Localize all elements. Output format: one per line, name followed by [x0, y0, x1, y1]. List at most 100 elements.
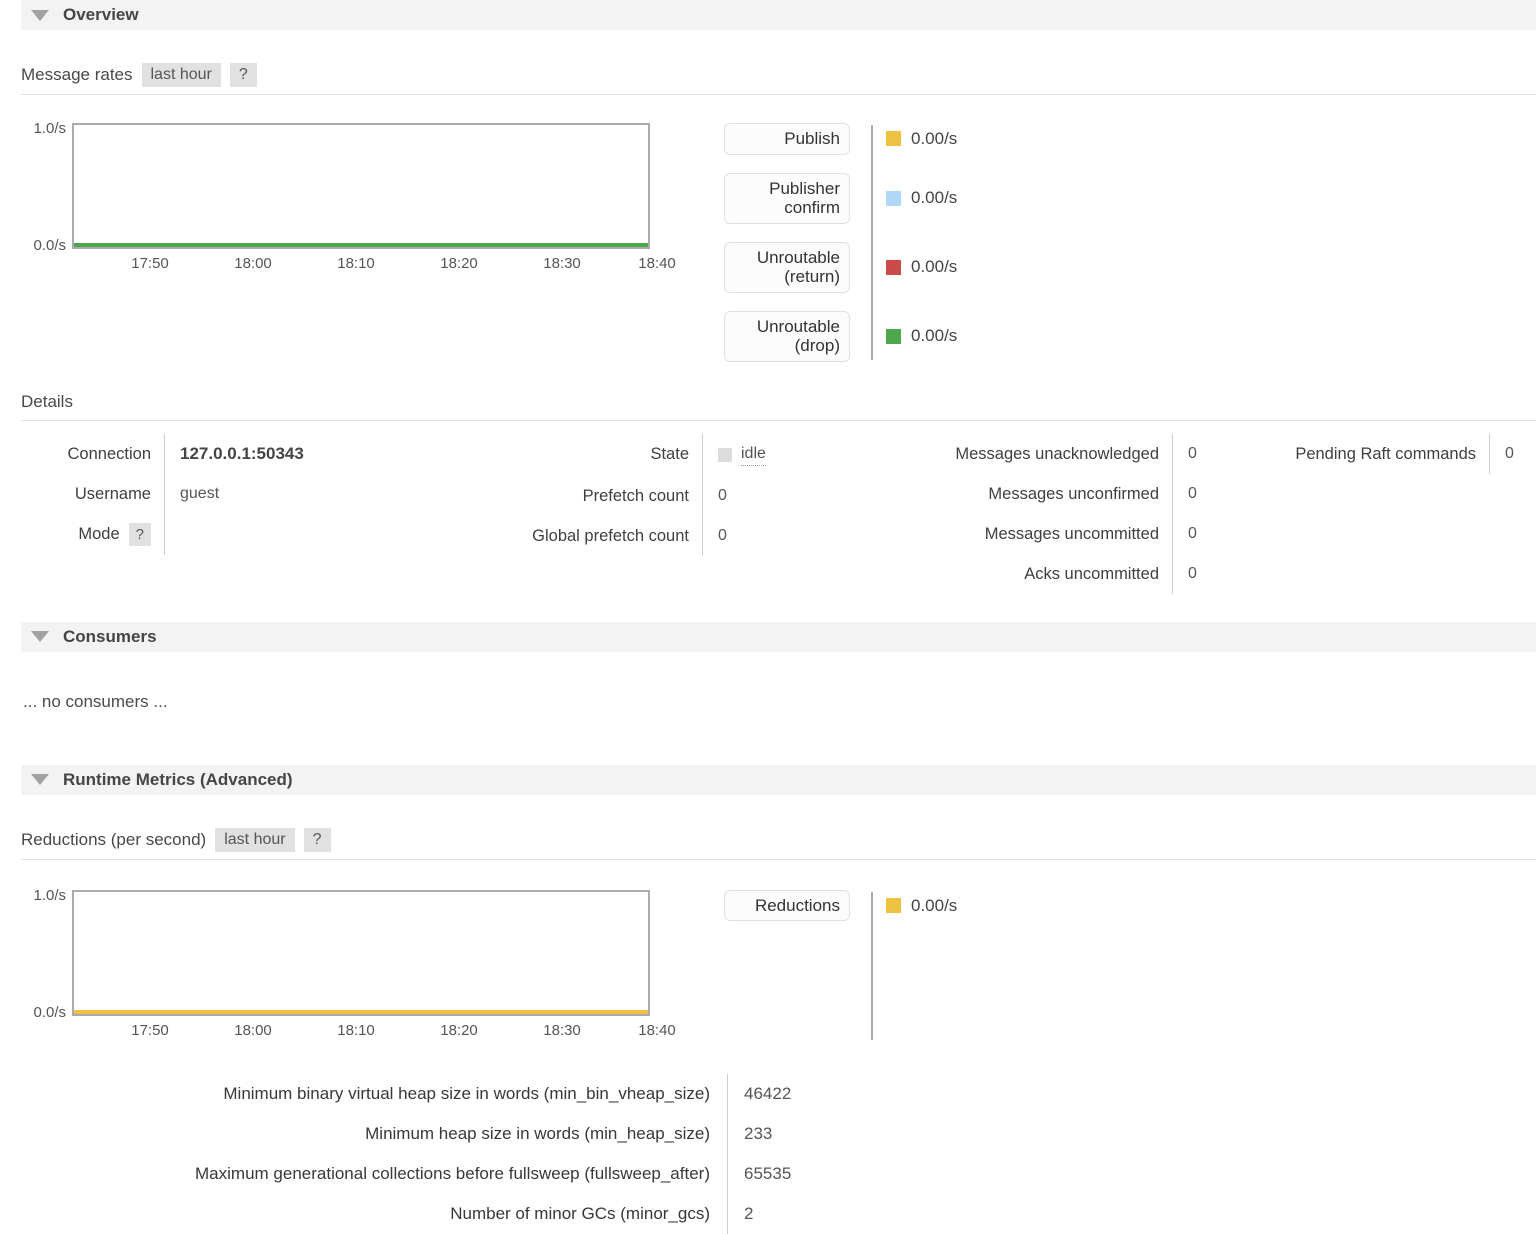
reductions-plot-area	[72, 889, 650, 1016]
fact-row-state: State idle	[461, 433, 861, 476]
no-consumers-text: ... no consumers ...	[23, 691, 168, 711]
fact-row-msgs-uncommitted: Messages uncommitted 0	[861, 513, 1231, 554]
time-range-badge[interactable]: last hour	[141, 63, 221, 87]
msgs-unacknowledged-label: Messages unacknowledged	[861, 433, 1173, 474]
mode-label: Mode?	[21, 513, 165, 555]
mode-label-text: Mode	[78, 524, 120, 543]
series-toggle-reductions[interactable]: Reductions	[724, 889, 850, 922]
x-tick: 18:00	[234, 1021, 272, 1039]
fullsweep-after-value: 65535	[744, 1163, 792, 1183]
chart-title: Reductions (per second)	[21, 829, 207, 849]
state-value: idle	[703, 434, 861, 476]
x-tick: 18:10	[337, 255, 375, 272]
y-axis-max-label: 1.0/s	[33, 886, 66, 904]
legend-value-unroutable-return: 0.00/s	[886, 257, 1006, 277]
global-prefetch-label: Global prefetch count	[461, 515, 703, 556]
section-title: Consumers	[63, 626, 157, 646]
fullsweep-after-label: Maximum generational collections before …	[21, 1153, 728, 1194]
x-axis: 17:50 18:00 18:10 18:20 18:30 18:40	[72, 1016, 676, 1042]
collapse-triangle-icon	[31, 774, 49, 786]
message-rates-legend: Publish 0.00/s Publisher confirm 0.00/s …	[724, 123, 1006, 362]
reductions-chart: 1.0/s 0.0/s 17:50 18:00 18:10 18:20 18:3…	[21, 886, 677, 1042]
unroutable-return-color-swatch	[886, 259, 901, 275]
fact-row-pending-raft: Pending Raft commands 0	[1231, 433, 1535, 474]
y-axis-max-label: 1.0/s	[33, 120, 66, 137]
state-label: State	[461, 433, 703, 476]
username-label: Username	[21, 473, 165, 514]
collapse-triangle-icon	[31, 9, 49, 21]
acks-uncommitted-value: 0	[1188, 564, 1197, 582]
state-color-swatch	[718, 447, 732, 462]
x-tick: 18:40	[638, 1021, 676, 1039]
fact-row-acks-uncommitted: Acks uncommitted 0	[861, 553, 1231, 594]
fact-row-msgs-unconfirmed: Messages unconfirmed 0	[861, 473, 1231, 514]
connection-value: 127.0.0.1:50343	[180, 443, 304, 463]
drop-rate-line	[74, 243, 648, 247]
x-tick: 18:20	[440, 1021, 478, 1039]
series-toggle-publish[interactable]: Publish	[724, 123, 850, 155]
section-header-runtime-metrics[interactable]: Runtime Metrics (Advanced)	[21, 764, 1536, 795]
y-axis-min-label: 0.0/s	[33, 1003, 66, 1021]
prefetch-label: Prefetch count	[461, 475, 703, 516]
message-rates-chart: 1.0/s 0.0/s 17:50 18:00 18:10 18:20 18:3…	[21, 120, 677, 362]
legend-value-publish: 0.00/s	[886, 129, 1006, 149]
message-rates-header: Message rates last hour ?	[21, 63, 1536, 95]
table-row: Minimum heap size in words (min_heap_siz…	[21, 1113, 1536, 1154]
publish-rate: 0.00/s	[911, 128, 958, 148]
reductions-color-swatch	[886, 898, 901, 914]
state-text: idle	[741, 444, 766, 466]
msgs-uncommitted-value: 0	[1188, 524, 1197, 542]
unroutable-drop-color-swatch	[886, 328, 901, 344]
x-tick: 18:40	[638, 255, 676, 272]
runtime-metrics-table: Minimum binary virtual heap size in word…	[21, 1073, 1536, 1234]
details-column-connection: Connection 127.0.0.1:50343 Username gues…	[21, 433, 461, 555]
mode-value	[165, 514, 461, 555]
details-table: Connection 127.0.0.1:50343 Username gues…	[21, 433, 1536, 594]
table-row: Maximum generational collections before …	[21, 1153, 1536, 1194]
help-badge[interactable]: ?	[303, 827, 331, 852]
reductions-rate: 0.00/s	[911, 895, 958, 915]
connection-label: Connection	[21, 433, 165, 474]
unroutable-return-rate: 0.00/s	[911, 257, 958, 277]
min-bin-vheap-size-value: 46422	[744, 1083, 792, 1103]
series-toggle-unroutable-return[interactable]: Unroutable (return)	[724, 241, 850, 293]
mode-help-badge[interactable]: ?	[128, 522, 151, 546]
x-axis: 17:50 18:00 18:10 18:20 18:30 18:40	[72, 249, 676, 275]
collapse-triangle-icon	[31, 631, 49, 643]
table-row: Minimum binary virtual heap size in word…	[21, 1073, 1536, 1114]
x-tick: 18:30	[543, 255, 581, 272]
reductions-rate-line	[74, 1009, 648, 1014]
acks-uncommitted-label: Acks uncommitted	[861, 553, 1173, 594]
x-tick: 18:00	[234, 255, 272, 272]
min-bin-vheap-size-label: Minimum binary virtual heap size in word…	[21, 1073, 728, 1114]
fact-row-msgs-unacknowledged: Messages unacknowledged 0	[861, 433, 1231, 474]
section-header-consumers[interactable]: Consumers	[21, 621, 1536, 652]
details-column-messages: Messages unacknowledged 0 Messages uncon…	[861, 433, 1231, 594]
details-column-raft: Pending Raft commands 0	[1231, 433, 1535, 474]
legend-value-unroutable-drop: 0.00/s	[886, 326, 1006, 346]
section-title: Runtime Metrics (Advanced)	[63, 769, 293, 789]
series-toggle-publisher-confirm[interactable]: Publisher confirm	[724, 172, 850, 224]
pending-raft-label: Pending Raft commands	[1231, 433, 1490, 474]
minor-gcs-label: Number of minor GCs (minor_gcs)	[21, 1193, 728, 1234]
fact-row-prefetch: Prefetch count 0	[461, 475, 861, 516]
username-value: guest	[180, 484, 220, 502]
global-prefetch-value: 0	[718, 526, 727, 544]
fact-row-global-prefetch: Global prefetch count 0	[461, 515, 861, 556]
help-badge[interactable]: ?	[229, 63, 257, 87]
series-toggle-unroutable-drop[interactable]: Unroutable (drop)	[724, 310, 850, 362]
time-range-badge[interactable]: last hour	[215, 827, 295, 852]
x-tick: 17:50	[131, 1021, 169, 1039]
prefetch-value: 0	[718, 486, 727, 504]
reductions-legend: Reductions 0.00/s	[724, 889, 1006, 1042]
unroutable-drop-rate: 0.00/s	[911, 326, 958, 346]
section-title: Overview	[63, 5, 139, 24]
x-tick: 18:10	[337, 1021, 375, 1039]
section-header-overview[interactable]: Overview	[21, 0, 1536, 30]
minor-gcs-value: 2	[744, 1203, 754, 1223]
x-tick: 18:30	[543, 1021, 581, 1039]
details-column-state: State idle Prefetch count 0 Global prefe…	[461, 433, 861, 556]
publish-color-swatch	[886, 131, 901, 147]
publisher-confirm-color-swatch	[886, 190, 901, 206]
pending-raft-value: 0	[1505, 444, 1514, 462]
